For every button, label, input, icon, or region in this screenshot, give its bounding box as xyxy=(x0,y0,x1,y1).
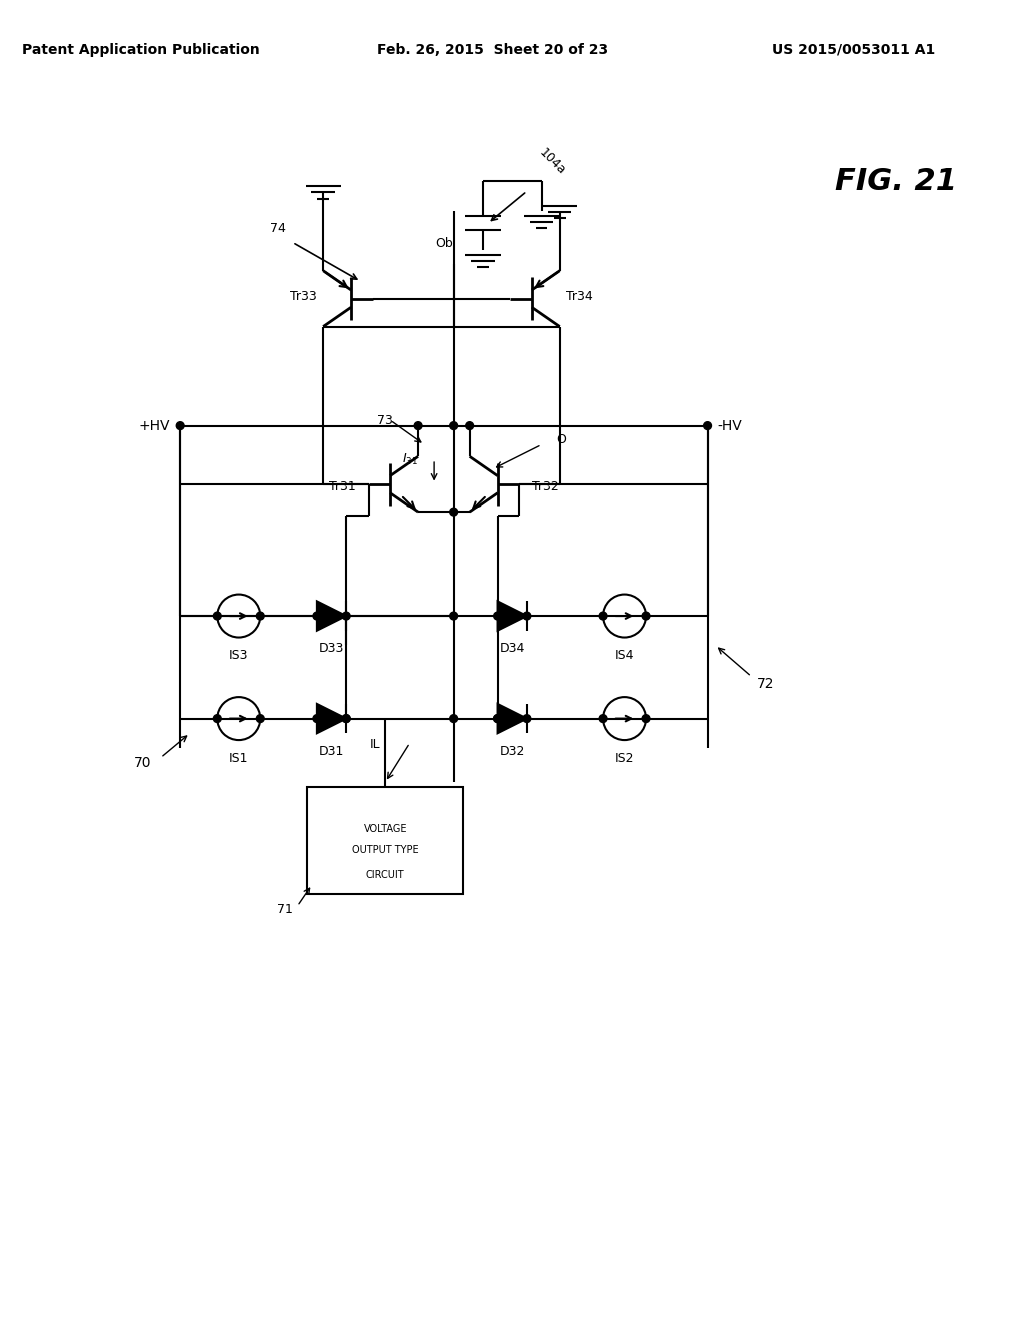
Circle shape xyxy=(494,612,502,620)
Text: O: O xyxy=(556,433,566,446)
Circle shape xyxy=(176,421,184,429)
Text: D31: D31 xyxy=(318,744,344,758)
Circle shape xyxy=(414,421,422,429)
Text: 73: 73 xyxy=(377,413,393,426)
Circle shape xyxy=(342,714,350,722)
Circle shape xyxy=(450,714,458,722)
Text: IL: IL xyxy=(370,738,380,751)
Text: IS2: IS2 xyxy=(614,752,634,764)
Text: 71: 71 xyxy=(276,903,293,916)
Circle shape xyxy=(213,612,221,620)
Circle shape xyxy=(342,612,350,620)
Text: 74: 74 xyxy=(270,222,286,235)
Circle shape xyxy=(256,612,264,620)
Circle shape xyxy=(494,714,502,722)
Text: VOLTAGE: VOLTAGE xyxy=(364,824,407,834)
Circle shape xyxy=(523,612,530,620)
Polygon shape xyxy=(498,704,527,733)
Circle shape xyxy=(494,714,502,722)
Circle shape xyxy=(642,612,650,620)
Circle shape xyxy=(599,612,607,620)
Circle shape xyxy=(450,612,458,620)
Circle shape xyxy=(599,714,607,722)
Text: US 2015/0053011 A1: US 2015/0053011 A1 xyxy=(772,42,936,57)
Polygon shape xyxy=(316,602,346,631)
Text: FIG. 21: FIG. 21 xyxy=(835,166,956,195)
Circle shape xyxy=(313,612,321,620)
Text: D34: D34 xyxy=(500,643,525,656)
Text: OUTPUT TYPE: OUTPUT TYPE xyxy=(352,845,419,855)
Circle shape xyxy=(450,508,458,516)
Text: Tr32: Tr32 xyxy=(531,480,559,492)
Text: IS1: IS1 xyxy=(229,752,249,764)
Circle shape xyxy=(256,714,264,722)
Circle shape xyxy=(342,714,350,722)
Circle shape xyxy=(642,714,650,722)
Text: 72: 72 xyxy=(757,677,774,692)
Circle shape xyxy=(450,421,458,429)
Text: IS3: IS3 xyxy=(229,649,249,663)
Text: Tr34: Tr34 xyxy=(566,290,593,304)
Circle shape xyxy=(466,421,473,429)
Text: CIRCUIT: CIRCUIT xyxy=(366,870,404,880)
Circle shape xyxy=(313,714,321,722)
Text: Patent Application Publication: Patent Application Publication xyxy=(23,42,260,57)
Text: -HV: -HV xyxy=(718,418,742,433)
Text: IS4: IS4 xyxy=(614,649,634,663)
Polygon shape xyxy=(316,704,346,733)
Text: Ob: Ob xyxy=(435,236,453,249)
Text: $I_{31}$: $I_{31}$ xyxy=(401,451,418,467)
Text: D33: D33 xyxy=(318,643,344,656)
Text: Tr33: Tr33 xyxy=(290,290,316,304)
Text: Feb. 26, 2015  Sheet 20 of 23: Feb. 26, 2015 Sheet 20 of 23 xyxy=(377,42,608,57)
Circle shape xyxy=(703,421,712,429)
Circle shape xyxy=(213,714,221,722)
Text: +HV: +HV xyxy=(139,418,170,433)
Text: D32: D32 xyxy=(500,744,525,758)
Text: 104a: 104a xyxy=(537,147,568,178)
Text: 70: 70 xyxy=(133,755,151,770)
Text: Tr31: Tr31 xyxy=(329,480,355,492)
Polygon shape xyxy=(498,602,527,631)
Circle shape xyxy=(523,714,530,722)
